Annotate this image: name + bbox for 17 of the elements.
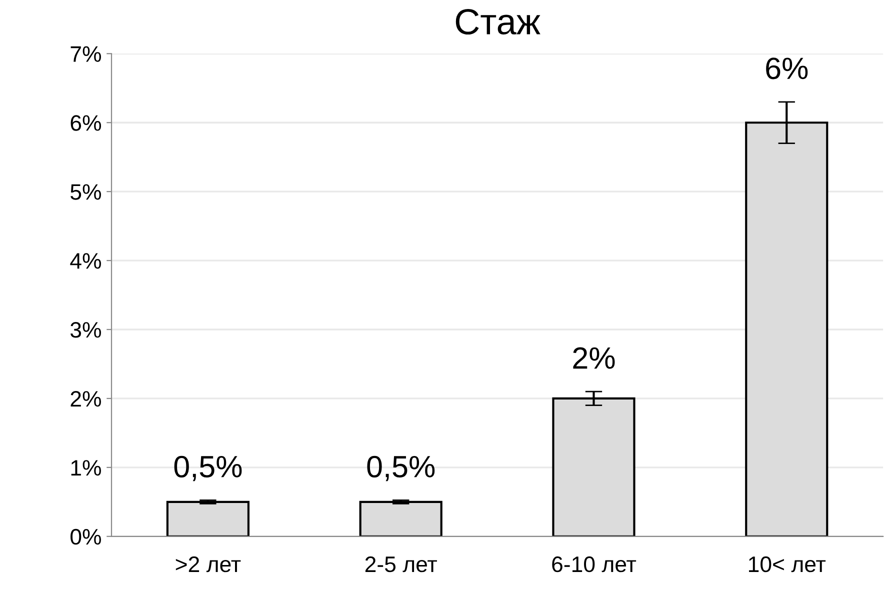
data-label: 2% <box>573 347 615 369</box>
y-tick-label: 0% <box>70 528 101 545</box>
y-tick-label: 1% <box>71 460 101 476</box>
x-tick-label: 2-5 лет <box>365 556 437 572</box>
data-label: 6% <box>766 58 808 80</box>
y-tick-label: 7% <box>70 46 101 62</box>
x-tick-label: 6-10 лет <box>552 556 636 572</box>
chart-title: Стаж <box>456 8 540 35</box>
y-tick-label: 2% <box>70 391 101 407</box>
data-label: 0,5% <box>367 456 435 482</box>
x-tick-label: 10< лет <box>749 556 826 572</box>
y-tick-label: 4% <box>70 253 101 269</box>
x-tick-label: >2 лет <box>176 556 241 572</box>
y-tick-label: 3% <box>70 322 101 338</box>
y-tick-label: 6% <box>70 115 101 131</box>
data-label: 0,5% <box>174 456 242 482</box>
y-tick-label: 5% <box>70 184 101 200</box>
